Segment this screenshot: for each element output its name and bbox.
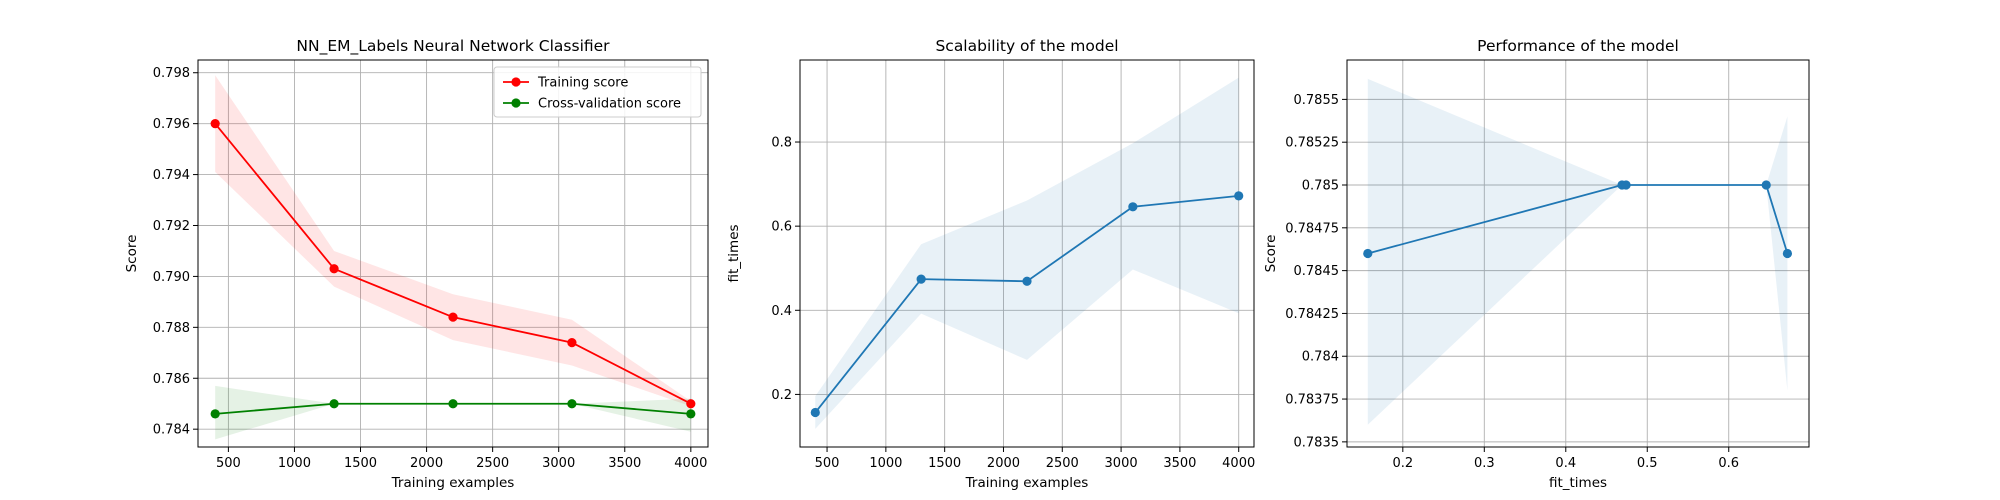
data-point [810, 407, 820, 418]
x-tick-label: 500 [815, 456, 840, 471]
x-tick-label: 500 [216, 456, 241, 471]
data-point [448, 312, 458, 322]
data-point [1761, 180, 1771, 190]
y-tick-label: 0.792 [153, 219, 190, 234]
data-point [1363, 248, 1373, 259]
x-tick-label: 1500 [928, 456, 961, 471]
chart-panel-1: 500 1000 1500 2000 2500 3000 3500 4000 0.784 0.78… [124, 37, 709, 491]
y-tick-label: 0.78475 [1285, 221, 1339, 236]
confidence-band-1 [815, 77, 1239, 429]
x-axis-label: Training examples [391, 475, 515, 491]
x-axis-label: fit_times [1549, 475, 1607, 491]
x-tick-label: 2000 [987, 456, 1020, 471]
x-tick-label: 1500 [344, 456, 377, 471]
confidence-band-1 [215, 75, 691, 407]
x-axis-label: Training examples [965, 475, 1089, 491]
y-tick-label: 0.788 [153, 321, 190, 336]
y-tick-label: 0.2 [771, 388, 792, 403]
x-tick-label: 0.6 [1718, 456, 1739, 471]
data-point [567, 338, 577, 348]
x-tick-label: 1000 [869, 456, 902, 471]
x-tick-label: 3500 [1163, 456, 1196, 471]
legend-box [493, 66, 702, 118]
x-tick-label: 1000 [278, 456, 311, 471]
y-axis-label: Score [1263, 235, 1279, 273]
data-point [1022, 276, 1032, 286]
axes-frame [197, 59, 709, 448]
y-tick-label: 0.794 [153, 168, 190, 183]
chart-panel-3: 0.2 0.3 0.4 0.5 0.6 0.7835 0.78375 0.784 0.78425… [1263, 37, 1810, 491]
y-axis-label: Score [124, 235, 140, 273]
y-tick-label: 0.784 [153, 423, 190, 438]
legend-entry-label: Training score [537, 76, 628, 91]
x-tick-label: 4000 [1222, 456, 1255, 471]
data-point [686, 409, 696, 419]
y-tick-label: 0.786 [153, 372, 190, 387]
y-tick-label: 0.7855 [1294, 93, 1340, 108]
legend: Training score Cross-validation score [493, 66, 702, 118]
chart-panel-2: 500 1000 1500 2000 2500 3000 3500 4000 0.2 0.4 0.6… [726, 37, 1255, 491]
y-tick-label: 0.78525 [1285, 136, 1339, 151]
y-tick-label: 0.7845 [1294, 264, 1340, 279]
data-point [448, 399, 458, 409]
y-tick-label: 0.78375 [1285, 393, 1339, 408]
x-tick-label: 0.4 [1555, 456, 1576, 471]
chart-title: NN_EM_Labels Neural Network Classifier [296, 37, 610, 56]
axes-frame [1346, 59, 1810, 448]
x-tick-label: 3000 [542, 456, 575, 471]
y-axis-label: fit_times [726, 224, 742, 282]
y-tick-label: 0.78425 [1285, 307, 1339, 322]
data-point [210, 119, 220, 129]
legend-swatch-marker [511, 77, 521, 87]
y-tick-label: 0.790 [153, 270, 190, 285]
legend-swatch-marker [511, 98, 521, 108]
data-point [329, 264, 339, 274]
data-point [210, 409, 220, 419]
y-tick-label: 0.8 [771, 136, 792, 151]
x-tick-label: 0.3 [1474, 456, 1495, 471]
confidence-band-1 [1367, 78, 1788, 425]
data-point [916, 274, 926, 284]
chart-title: Scalability of the model [935, 37, 1118, 55]
x-tick-label: 0.2 [1392, 456, 1413, 471]
y-tick-label: 0.785 [1302, 179, 1339, 194]
axes-frame [799, 59, 1255, 448]
x-tick-label: 0.5 [1637, 456, 1658, 471]
x-tick-label: 2500 [476, 456, 509, 471]
x-tick-label: 2000 [410, 456, 443, 471]
data-point [329, 399, 339, 409]
data-point [1782, 248, 1793, 259]
data-point [1128, 202, 1138, 212]
x-tick-label: 3500 [608, 456, 641, 471]
y-tick-label: 0.4 [771, 304, 792, 319]
legend-entry-label: Cross-validation score [538, 97, 681, 112]
y-tick-label: 0.796 [153, 117, 190, 132]
y-tick-label: 0.784 [1302, 350, 1339, 365]
y-tick-label: 0.798 [153, 66, 190, 81]
confidence-band-2 [215, 385, 691, 440]
data-point [686, 399, 696, 409]
chart-title: Performance of the model [1477, 37, 1679, 55]
data-point [1234, 191, 1244, 201]
x-tick-label: 3000 [1105, 456, 1138, 471]
x-tick-label: 4000 [674, 456, 707, 471]
y-tick-label: 0.7835 [1294, 435, 1340, 450]
data-point [1621, 180, 1631, 190]
x-tick-label: 2500 [1046, 456, 1079, 471]
data-point [567, 399, 577, 409]
y-tick-label: 0.6 [771, 220, 792, 235]
